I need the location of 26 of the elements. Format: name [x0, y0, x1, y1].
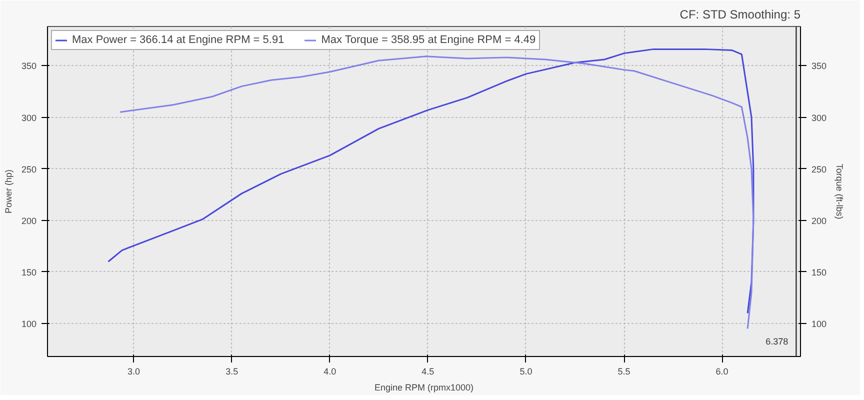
x-tick-label: 5.5 [618, 366, 630, 376]
x-tick-label: 6.0 [716, 366, 728, 376]
y-tick-label: 350 [21, 61, 37, 72]
y-tick-label: 150 [21, 267, 37, 278]
y2-tick-label: 350 [812, 61, 827, 72]
y2-tick-label: 250 [812, 164, 827, 174]
y-tick-label: 100 [21, 319, 37, 329]
ref-line-label: 6.378 [766, 336, 788, 346]
x-tick-label: 4.5 [422, 366, 434, 376]
x-axis-title: Engine RPM (rpmx1000) [374, 382, 474, 392]
y2-tick-label: 150 [812, 267, 827, 278]
legend-label: Max Power = 366.14 at Engine RPM = 5.91 [72, 34, 284, 46]
x-tick-label: 5.0 [520, 366, 532, 376]
y-tick-label: 300 [21, 112, 37, 123]
text: CF: STD Smoothing: 5 [680, 8, 801, 22]
y2-tick-label: 100 [812, 319, 827, 329]
legend-label: Max Torque = 358.95 at Engine RPM = 4.49 [321, 34, 536, 46]
y2-tick-label: 200 [812, 216, 827, 226]
x-tick-label: 4.0 [324, 366, 336, 376]
y-axis-title: Power (hp) [3, 169, 14, 214]
x-tick-label: 3.0 [128, 366, 140, 376]
y2-axis-title: Torque (ft-lbs) [834, 164, 845, 220]
x-tick-label: 3.5 [226, 366, 238, 376]
y2-tick-label: 300 [812, 112, 827, 123]
y-tick-label: 250 [21, 164, 37, 174]
y-tick-label: 200 [21, 216, 37, 226]
